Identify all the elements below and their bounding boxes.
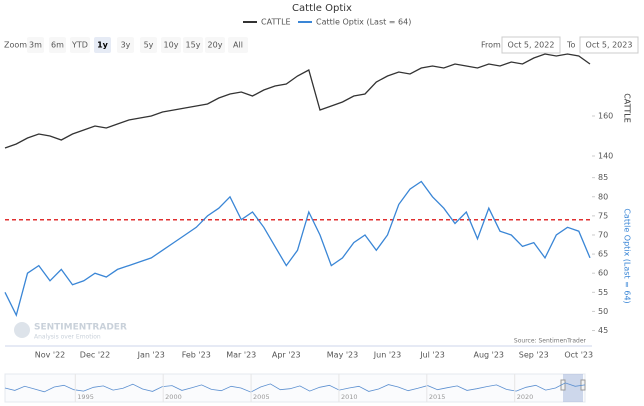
zoom-button[interactable] [70,37,90,53]
x-tick-label: May '23 [327,351,358,360]
watermark-tagline: Analysis over Emotion [34,334,101,341]
x-tick-label: Jan '23 [137,351,165,360]
zoom-buttons: 3m 6m YTD 1y 3y 5y 10y 15y 20y All [27,37,248,53]
zoom-button[interactable] [228,37,248,53]
zoom-button-label[interactable]: 15y [186,41,201,50]
zoom-button-label[interactable]: 1y [97,41,109,50]
zoom-button[interactable] [27,37,44,53]
zoom-label: Zoom [4,41,27,50]
y-axis-title: CATTLE [623,93,632,123]
zoom-button-label[interactable]: 6m [51,41,64,50]
x-tick-label: Nov '22 [35,351,66,360]
zoom-button-label[interactable]: 5y [144,41,154,50]
y-tick-label: 70 [598,230,608,239]
navigator-tick-label: 2000 [165,393,182,401]
x-tick-label: Feb '23 [182,351,211,360]
chart-title: Cattle Optix [292,3,352,14]
series-line [4,180,591,318]
y-tick-label: 50 [598,307,608,316]
to-label: To [566,41,576,50]
zoom-button-label[interactable]: 10y [164,41,179,50]
from-input[interactable] [501,36,561,54]
navigator-tick-label: 2015 [429,393,446,401]
navigator-tick-label: 2020 [517,393,534,401]
zoom-button-label[interactable]: 3y [121,41,131,50]
x-tick-label: Mar '23 [226,351,256,360]
credit: Source: SentimenTrader [514,338,587,345]
x-tick-label: Dec '22 [80,351,110,360]
zoom-button-label[interactable]: 3m [29,41,42,50]
navigator-selection[interactable] [563,374,583,402]
y-tick-label: 45 [598,326,608,335]
x-tick-label: Apr '23 [272,351,301,360]
zoom-button[interactable] [94,37,111,53]
x-tick-label: Jul '23 [419,351,445,360]
zoom-button[interactable] [49,37,66,53]
navigator-tick-label: 1995 [77,393,94,401]
x-tick-label: Oct '23 [564,351,593,360]
y-axis-title: Cattle Optix (Last = 64) [623,208,632,303]
to-date[interactable]: Oct 5, 2023 [586,41,633,50]
navigator-line [4,382,586,393]
y-tick-label: 65 [598,250,608,259]
watermark-logo [14,322,30,338]
zoom-button[interactable] [140,37,157,53]
zoom-button-label[interactable]: All [233,41,243,50]
zoom-button-label[interactable]: YTD [71,41,88,50]
series-line [4,53,591,149]
from-date[interactable]: Oct 5, 2022 [508,41,555,50]
zoom-button-label[interactable]: 20y [208,41,223,50]
zoom-button[interactable] [183,37,203,53]
x-tick-label: Aug '23 [473,351,504,360]
y-tick-label: 140 [598,152,613,161]
y-tick-label: 85 [598,173,608,182]
from-label: From [481,41,501,50]
watermark: SENTIMENTRADER [34,323,127,333]
to-input[interactable] [579,36,639,54]
navigator-tick-label: 2010 [341,393,358,401]
navigator-tick-label: 2005 [253,393,270,401]
y-tick-label: 75 [598,211,608,220]
y-tick-label: 80 [598,192,608,201]
zoom-button[interactable] [161,37,181,53]
y-tick-label: 55 [598,288,608,297]
legend-entry[interactable]: Cattle Optix (Last = 64) [316,18,411,27]
y-tick-label: 160 [598,112,613,121]
zoom-button[interactable] [205,37,225,53]
y-tick-label: 60 [598,269,608,278]
zoom-button[interactable] [117,37,134,53]
legend-entry[interactable]: CATTLE [261,18,291,27]
x-tick-label: Jun '23 [373,351,401,360]
x-tick-label: Sep '23 [519,351,549,360]
